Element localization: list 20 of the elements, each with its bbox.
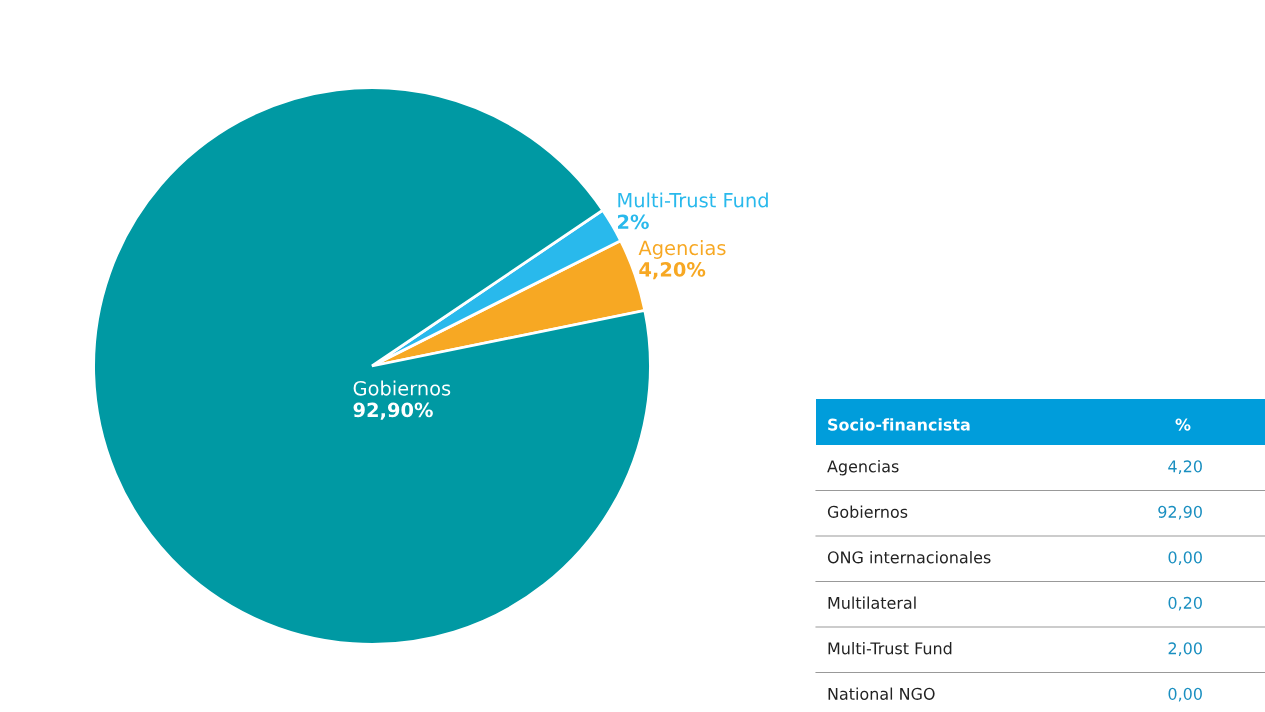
slice-label: Gobiernos	[353, 380, 451, 396]
text: 0,20	[1168, 596, 1202, 611]
slice-label: Multi-Trust Fund	[618, 192, 768, 208]
category-label: Agencias	[827, 460, 899, 476]
data-label: 2%	[618, 214, 649, 230]
text: Socio-financista	[828, 418, 970, 431]
text: 4,20	[1168, 460, 1202, 475]
text: %	[1175, 418, 1191, 431]
text: 2,00	[1168, 642, 1202, 657]
text: 92,90	[1158, 505, 1202, 520]
category-label: ONG internacionales	[827, 551, 991, 564]
category-label: National NGO	[828, 687, 935, 700]
category-label: Multi-Trust Fund	[828, 642, 952, 655]
slice-label: Agencias	[638, 240, 726, 259]
text: 0,00	[1168, 551, 1202, 566]
category-label: Gobiernos	[827, 505, 908, 518]
category-label: Multilateral	[828, 596, 916, 609]
data-label: 92,90%	[353, 402, 433, 420]
text: 0,00	[1168, 687, 1202, 702]
data-label: 4,20%	[639, 262, 706, 280]
